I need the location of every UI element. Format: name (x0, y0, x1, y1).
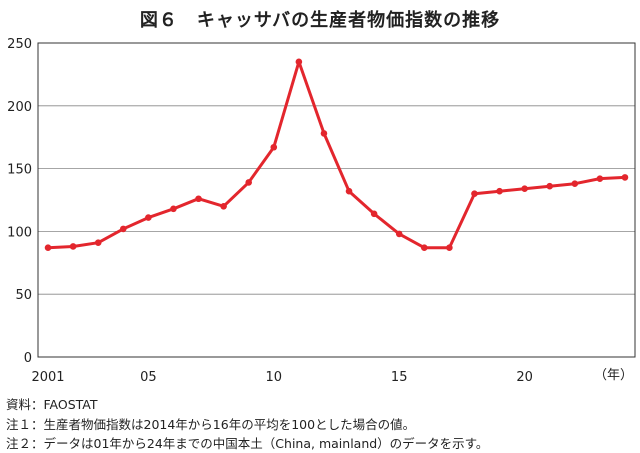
data-point (44, 244, 52, 252)
data-point (320, 130, 328, 137)
y-tick-label: 250 (7, 37, 32, 52)
data-point (119, 225, 127, 233)
series-0 (44, 58, 629, 252)
plot-area (37, 42, 636, 358)
y-tick-label: 150 (7, 163, 32, 178)
x-tick-label: 20 (516, 370, 533, 385)
data-point (395, 230, 403, 238)
x-axis-ticks: 2001 05 10 15 20 (31, 370, 532, 385)
data-point (69, 243, 77, 250)
data-point (546, 182, 554, 190)
data-point (521, 185, 528, 192)
y-axis-ticks: 0 50 100 150 200 250 (7, 37, 32, 366)
data-point (596, 175, 604, 182)
data-point (571, 180, 579, 187)
data-point (94, 239, 102, 247)
y-tick-label: 200 (7, 100, 32, 115)
note-2: 注２：データは01年から24年までの中国本土（China, mainland）の… (6, 436, 489, 451)
note-1: 注１：生産者物価指数は2014年から16年の平均を100とした場合の値。 (6, 417, 416, 432)
y-tick-label: 0 (24, 351, 32, 366)
data-point (621, 174, 629, 181)
data-point (170, 205, 177, 213)
data-point (220, 202, 227, 210)
x-tick-label: 2001 (31, 370, 64, 385)
series-line (47, 60, 626, 250)
gridlines (38, 105, 635, 295)
x-axis-label: （年） (594, 368, 633, 383)
y-tick-label: 50 (15, 288, 32, 303)
data-point (446, 244, 453, 252)
x-tick-label: 05 (140, 370, 157, 385)
y-tick-label: 100 (7, 225, 32, 240)
x-tick-label: 15 (391, 370, 408, 385)
data-point (270, 143, 278, 151)
data-point (245, 179, 253, 186)
data-point (471, 190, 478, 198)
data-point (420, 244, 428, 252)
x-tick-label: 10 (266, 370, 283, 385)
data-point (295, 58, 303, 66)
chart-title: 図６ キャッサバの生産者物価指数の推移 (139, 10, 501, 31)
data-point (496, 187, 503, 195)
data-point (195, 195, 202, 203)
source-note: 資料：FAOSTAT (6, 397, 98, 412)
data-point (345, 187, 353, 195)
data-point (370, 210, 378, 218)
data-point (145, 214, 152, 221)
